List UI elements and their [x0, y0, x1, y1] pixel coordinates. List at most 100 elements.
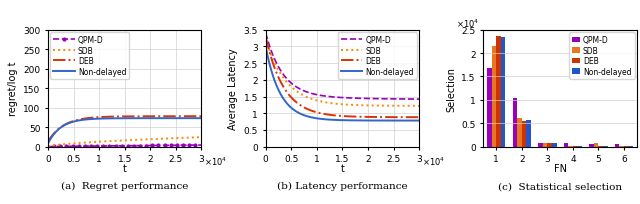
- Bar: [620, 146, 624, 147]
- Legend: QPM-D, SDB, DEB, Non-delayed: QPM-D, SDB, DEB, Non-delayed: [569, 33, 634, 79]
- DEB: [280, 86, 287, 88]
- Bar: [603, 146, 607, 147]
- Bar: [517, 118, 522, 147]
- QPM-D: [396, 98, 403, 101]
- Non-delayed: [165, 117, 173, 120]
- Bar: [589, 144, 594, 147]
- QPM-D: [198, 144, 205, 146]
- SDB: [198, 136, 205, 139]
- Title: (a)  Regret performance: (a) Regret performance: [61, 181, 188, 190]
- Title: (b) Latency performance: (b) Latency performance: [277, 181, 408, 190]
- Bar: [577, 146, 582, 147]
- Text: $\times10^4$: $\times10^4$: [456, 17, 479, 29]
- Bar: [615, 144, 620, 147]
- SDB: [321, 101, 328, 104]
- DEB: [193, 115, 201, 118]
- QPM-D: [44, 146, 52, 148]
- SDB: [396, 105, 403, 108]
- Non-delayed: [193, 117, 201, 120]
- Bar: [513, 98, 517, 147]
- Bar: [552, 143, 557, 147]
- QPM-D: [262, 33, 269, 35]
- QPM-D: [415, 98, 423, 101]
- Bar: [501, 38, 506, 147]
- Non-delayed: [44, 143, 52, 145]
- QPM-D: [118, 145, 126, 147]
- Non-delayed: [412, 120, 420, 122]
- QPM-D: [52, 145, 60, 148]
- SDB: [118, 140, 126, 142]
- SDB: [193, 136, 201, 139]
- Bar: [522, 122, 526, 147]
- Non-delayed: [115, 118, 122, 120]
- Bar: [573, 146, 577, 147]
- DEB: [52, 131, 60, 133]
- DEB: [118, 116, 126, 118]
- SDB: [415, 105, 423, 108]
- Line: DEB: DEB: [48, 117, 202, 142]
- QPM-D: [193, 144, 201, 147]
- Line: Non-delayed: Non-delayed: [48, 119, 202, 144]
- Non-delayed: [118, 118, 126, 120]
- Title: (c)  Statistical selection: (c) Statistical selection: [498, 181, 622, 190]
- DEB: [262, 37, 269, 39]
- Legend: QPM-D, SDB, DEB, Non-delayed: QPM-D, SDB, DEB, Non-delayed: [51, 33, 129, 79]
- DEB: [415, 116, 423, 119]
- Bar: [496, 37, 501, 147]
- Bar: [487, 69, 492, 147]
- SDB: [327, 102, 335, 105]
- DEB: [289, 98, 296, 100]
- Line: SDB: SDB: [266, 40, 419, 106]
- Line: Non-delayed: Non-delayed: [266, 48, 419, 121]
- Line: QPM-D: QPM-D: [266, 34, 419, 100]
- Bar: [594, 143, 598, 147]
- QPM-D: [115, 145, 122, 147]
- Non-delayed: [262, 47, 269, 49]
- Y-axis label: Selection: Selection: [446, 66, 456, 111]
- QPM-D: [327, 96, 335, 99]
- QPM-D: [193, 144, 201, 147]
- X-axis label: t: t: [340, 163, 344, 173]
- DEB: [396, 116, 403, 119]
- Line: DEB: DEB: [266, 38, 419, 118]
- Y-axis label: regret/log t: regret/log t: [8, 62, 17, 116]
- Non-delayed: [289, 108, 296, 110]
- Bar: [624, 146, 628, 147]
- Text: $\times10^4$: $\times10^4$: [422, 155, 445, 167]
- DEB: [193, 115, 201, 118]
- Line: QPM-D: QPM-D: [47, 144, 203, 148]
- Non-delayed: [396, 120, 403, 122]
- Non-delayed: [193, 117, 201, 120]
- DEB: [321, 113, 328, 116]
- SDB: [262, 39, 269, 41]
- DEB: [44, 141, 52, 143]
- QPM-D: [321, 95, 328, 98]
- SDB: [52, 144, 60, 146]
- QPM-D: [289, 83, 296, 86]
- Y-axis label: Average Latency: Average Latency: [228, 48, 238, 129]
- Bar: [492, 47, 496, 147]
- SDB: [193, 136, 201, 139]
- DEB: [115, 116, 122, 118]
- Non-delayed: [321, 119, 328, 121]
- Non-delayed: [327, 119, 335, 121]
- QPM-D: [412, 98, 420, 101]
- DEB: [198, 115, 205, 118]
- Non-delayed: [198, 117, 205, 120]
- Bar: [628, 146, 633, 147]
- QPM-D: [280, 74, 287, 76]
- Bar: [564, 144, 568, 147]
- X-axis label: t: t: [123, 163, 127, 173]
- SDB: [165, 137, 173, 140]
- DEB: [165, 115, 173, 118]
- Bar: [598, 146, 603, 147]
- QPM-D: [165, 144, 173, 147]
- Non-delayed: [52, 131, 60, 133]
- Non-delayed: [415, 120, 423, 122]
- Non-delayed: [280, 98, 287, 100]
- Bar: [526, 120, 531, 147]
- Text: $\times10^4$: $\times10^4$: [204, 155, 228, 167]
- SDB: [115, 140, 122, 142]
- Bar: [543, 143, 547, 147]
- Bar: [538, 143, 543, 147]
